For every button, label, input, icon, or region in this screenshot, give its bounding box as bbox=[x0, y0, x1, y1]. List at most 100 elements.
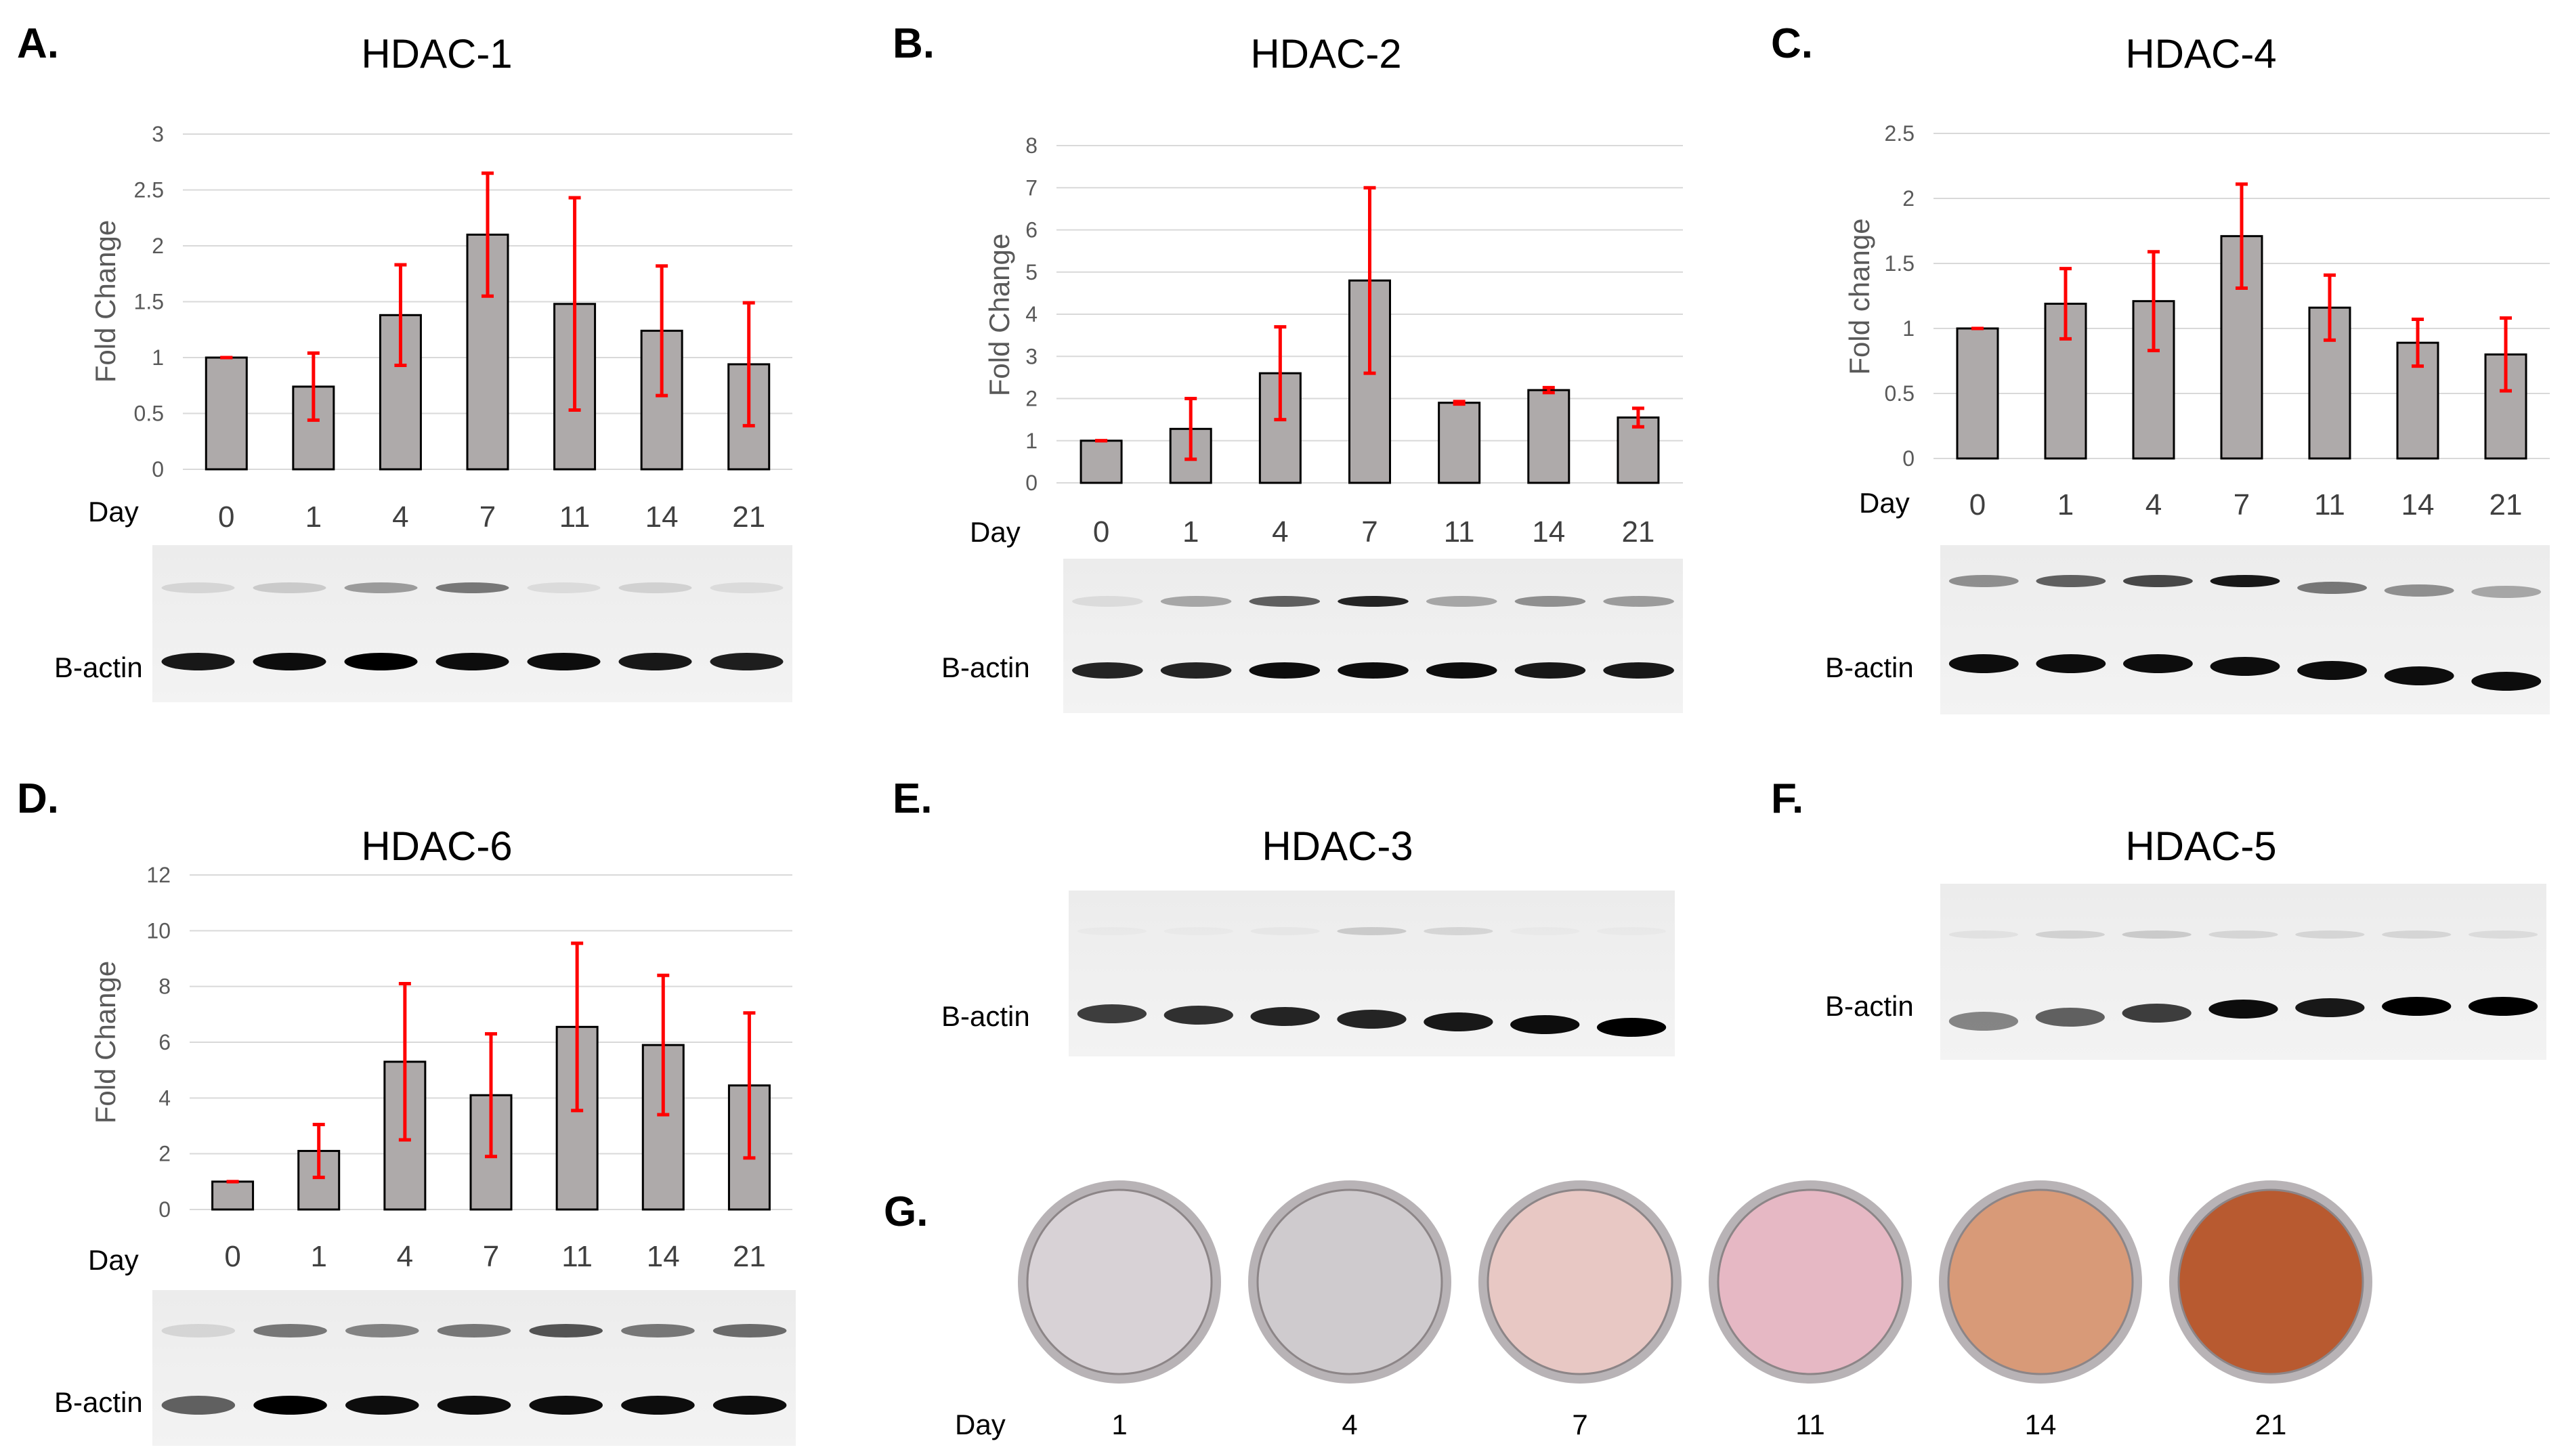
blot-band bbox=[2297, 582, 2368, 594]
well-day-label: 11 bbox=[1795, 1409, 1825, 1440]
panel-letter: F. bbox=[1771, 775, 1803, 822]
x-tick-label: 1 bbox=[305, 500, 322, 534]
blot-band bbox=[1164, 927, 1233, 935]
blot-row-label: B-actin bbox=[1825, 651, 1914, 683]
error-bar bbox=[482, 171, 494, 298]
error-bar bbox=[2148, 250, 2160, 353]
error-bar bbox=[312, 1122, 325, 1180]
well-edge bbox=[1256, 1189, 1443, 1375]
y-tick-label: 3 bbox=[152, 122, 164, 146]
blot-band bbox=[527, 653, 601, 670]
blot-band bbox=[2384, 666, 2454, 685]
blot-band bbox=[710, 582, 784, 593]
chart-title: HDAC-3 bbox=[1262, 823, 1413, 869]
well-edge bbox=[1026, 1189, 1213, 1375]
blot-band bbox=[2036, 654, 2106, 673]
blot-band bbox=[2471, 672, 2542, 691]
y-tick-label: 0.5 bbox=[1885, 381, 1915, 406]
x-tick-label: 1 bbox=[1182, 515, 1199, 549]
y-tick-label: 0.5 bbox=[134, 402, 164, 426]
blot-band bbox=[2468, 997, 2538, 1016]
bar bbox=[1438, 402, 1481, 484]
well-day-label: 4 bbox=[1342, 1409, 1357, 1440]
blot-band bbox=[2382, 930, 2452, 939]
x-tick-label: 7 bbox=[479, 500, 496, 534]
error-bar bbox=[1542, 385, 1555, 395]
error-bar bbox=[571, 941, 584, 1113]
blot-band bbox=[1603, 662, 1674, 679]
x-tick-label: 7 bbox=[2234, 488, 2250, 521]
x-tick-label: 4 bbox=[2145, 488, 2162, 521]
error-bar bbox=[2236, 182, 2248, 290]
chart-title: HDAC-5 bbox=[2125, 823, 2276, 869]
well-day-label: 1 bbox=[1111, 1409, 1127, 1440]
blot-band bbox=[437, 1324, 511, 1337]
x-tick-label: 0 bbox=[218, 500, 234, 534]
y-tick-label: 4 bbox=[1025, 302, 1038, 326]
x-axis-label: Day bbox=[970, 516, 1021, 548]
blot-membrane bbox=[1063, 559, 1683, 713]
chart-title: HDAC-6 bbox=[361, 823, 512, 869]
blot-band bbox=[712, 1396, 787, 1415]
y-axis-label: Fold Change bbox=[89, 220, 121, 383]
blot-band bbox=[712, 1324, 787, 1337]
y-axis-label: Fold change bbox=[1843, 218, 1875, 374]
blot-band bbox=[2468, 930, 2538, 939]
error-bar bbox=[1363, 186, 1376, 375]
hdac2-western-blot bbox=[1063, 559, 1683, 713]
blot-band bbox=[345, 1396, 419, 1415]
blot-band bbox=[253, 1396, 327, 1415]
x-tick-label: 21 bbox=[1621, 515, 1654, 549]
blot-band bbox=[437, 1396, 511, 1415]
bar bbox=[205, 356, 248, 471]
well-day-label: 21 bbox=[2255, 1409, 2287, 1440]
hdac6-western-blot bbox=[152, 1290, 796, 1446]
blot-band bbox=[1424, 927, 1493, 935]
blot-band bbox=[1249, 596, 1321, 607]
bar bbox=[211, 1180, 255, 1211]
x-tick-label: 7 bbox=[483, 1240, 499, 1273]
blot-band bbox=[1338, 596, 1409, 607]
blot-band bbox=[1514, 596, 1586, 607]
chart-title: HDAC-2 bbox=[1250, 31, 1401, 77]
blot-band bbox=[2295, 998, 2365, 1017]
blot-band bbox=[1160, 662, 1232, 679]
blot-band bbox=[621, 1396, 695, 1415]
y-tick-label: 0 bbox=[1902, 446, 1915, 471]
well-stain bbox=[1488, 1190, 1672, 1374]
blot-row-label: B-actin bbox=[941, 1000, 1030, 1032]
y-tick-label: 2 bbox=[158, 1142, 171, 1166]
blot-band bbox=[1510, 927, 1579, 935]
x-tick-label: 1 bbox=[2057, 488, 2074, 521]
blot-band bbox=[1160, 596, 1232, 607]
y-tick-label: 12 bbox=[146, 863, 171, 887]
x-tick-label: 14 bbox=[647, 1240, 680, 1273]
blot-band bbox=[2122, 1004, 2192, 1023]
y-tick-label: 1 bbox=[152, 345, 164, 370]
well-edge bbox=[1947, 1189, 2134, 1375]
blot-band bbox=[1250, 1007, 1320, 1026]
blot-band bbox=[253, 582, 326, 593]
x-tick-label: 21 bbox=[733, 1240, 766, 1273]
blot-band bbox=[2384, 584, 2454, 597]
y-tick-label: 6 bbox=[1025, 218, 1038, 242]
blot-band bbox=[253, 1324, 327, 1337]
blot-band bbox=[2210, 575, 2280, 587]
blot-band bbox=[2036, 575, 2106, 587]
blot-membrane bbox=[1069, 891, 1675, 1056]
blot-band bbox=[435, 653, 509, 670]
x-tick-label: 4 bbox=[1272, 515, 1288, 549]
blot-band bbox=[1603, 596, 1674, 607]
blot-band bbox=[2382, 997, 2452, 1016]
blot-row-label: B-actin bbox=[54, 1386, 143, 1418]
panel-letter: G. bbox=[884, 1189, 928, 1235]
hdac4-western-blot bbox=[1940, 545, 2550, 714]
y-tick-label: 8 bbox=[1025, 133, 1038, 158]
y-tick-label: 2 bbox=[1025, 387, 1038, 411]
blot-band bbox=[2295, 930, 2365, 939]
blot-band bbox=[1426, 596, 1497, 607]
blot-band bbox=[1948, 575, 2019, 587]
